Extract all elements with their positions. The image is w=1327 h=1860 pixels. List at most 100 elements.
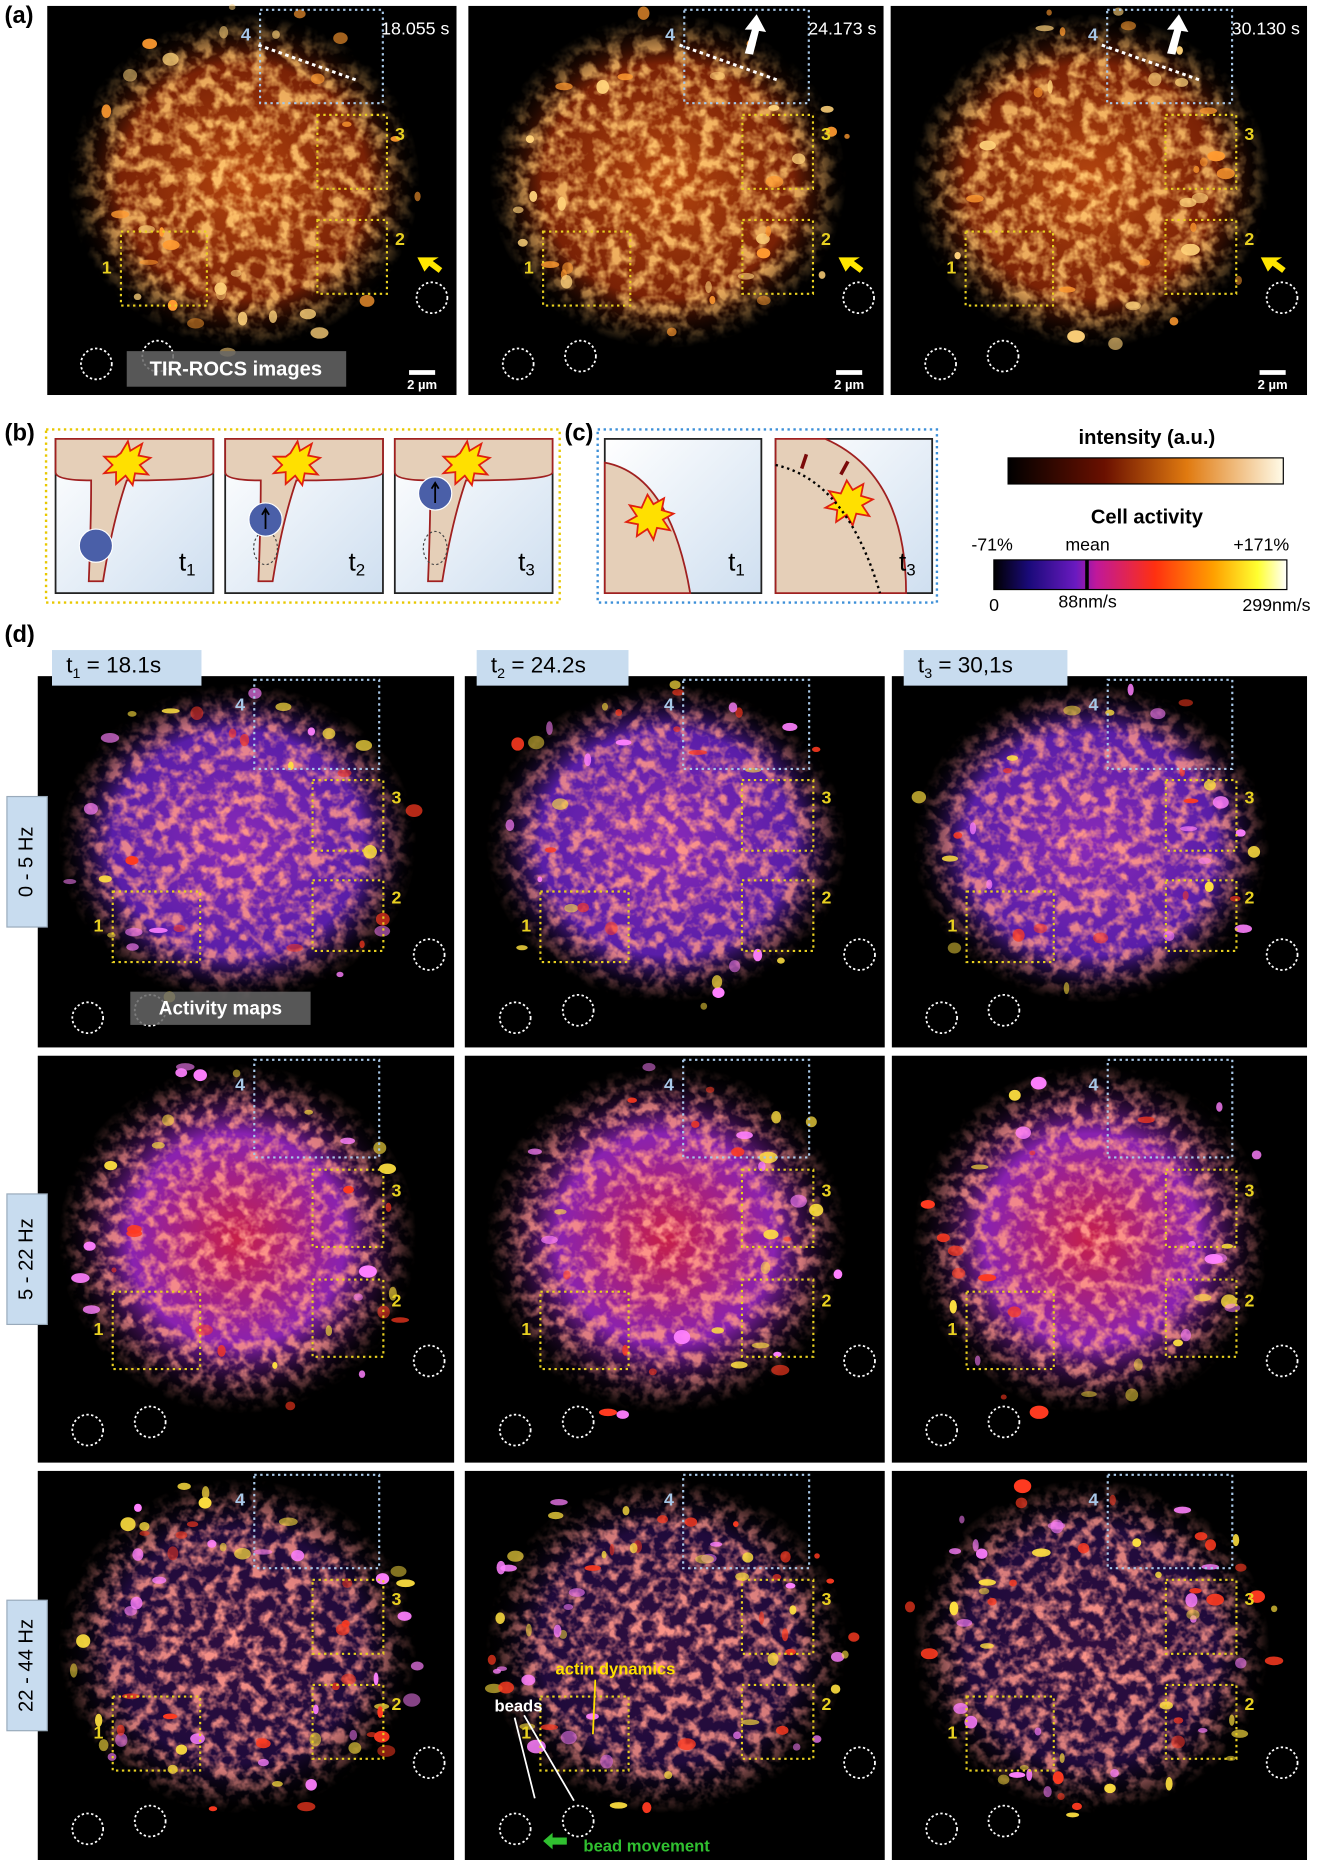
bright-spot xyxy=(310,327,328,338)
bright-spot xyxy=(1013,929,1025,942)
bright-spot xyxy=(563,1270,570,1279)
bright-spot xyxy=(674,1330,691,1344)
cell-texture xyxy=(59,684,417,1003)
bright-spot xyxy=(1108,338,1122,350)
bright-spot xyxy=(561,1731,577,1744)
bright-spot xyxy=(498,1682,514,1694)
bright-spot xyxy=(1072,1803,1082,1810)
bright-spot xyxy=(1174,1507,1191,1514)
bright-spot xyxy=(162,708,180,713)
bright-spot xyxy=(104,1161,117,1170)
region-label: 2 xyxy=(1245,1694,1255,1714)
bright-spot xyxy=(937,1233,950,1242)
bright-spot xyxy=(376,1573,389,1584)
panel-label: (b) xyxy=(5,420,35,446)
bright-spot xyxy=(1200,107,1217,114)
bright-spot xyxy=(526,1624,532,1637)
bright-spot xyxy=(258,1759,269,1766)
bright-spot xyxy=(396,1579,415,1587)
bright-spot xyxy=(191,706,204,720)
bright-spot xyxy=(134,1504,142,1512)
bright-spot xyxy=(207,1540,216,1548)
bright-spot xyxy=(1185,1593,1197,1607)
bright-spot xyxy=(374,1672,379,1685)
bright-spot xyxy=(356,740,372,751)
timestamp: 24.173 s xyxy=(808,18,876,38)
region-label: 1 xyxy=(94,1319,104,1339)
bright-spot xyxy=(616,1410,628,1419)
bright-spot xyxy=(792,153,805,164)
bright-spot xyxy=(1179,699,1193,706)
bright-spot xyxy=(809,1204,823,1217)
region-label: 4 xyxy=(1089,1075,1099,1095)
bright-spot xyxy=(819,271,826,279)
bright-spot xyxy=(622,1345,628,1356)
step-sub: 1 xyxy=(735,561,744,580)
bright-spot xyxy=(359,1370,365,1378)
bright-spot xyxy=(1057,1793,1064,1800)
bright-spot xyxy=(912,791,926,803)
bright-spot xyxy=(139,260,158,265)
region-label: 4 xyxy=(235,695,245,715)
region-label: 3 xyxy=(1245,787,1255,807)
bright-spot xyxy=(1006,755,1018,761)
bright-spot xyxy=(359,1265,377,1277)
bright-spot xyxy=(506,819,515,831)
bright-spot xyxy=(1016,1126,1031,1139)
bright-spot xyxy=(1059,287,1076,293)
region-label: 2 xyxy=(821,229,831,249)
bright-spot xyxy=(1233,1534,1240,1546)
bright-spot xyxy=(555,83,572,91)
bright-spot xyxy=(761,1262,771,1274)
bright-spot xyxy=(379,1164,396,1175)
bright-spot xyxy=(162,1115,174,1126)
region-label: 1 xyxy=(521,915,531,935)
cell-texture xyxy=(913,1064,1270,1414)
bright-spot xyxy=(1139,259,1150,266)
bright-spot xyxy=(162,53,178,66)
bright-spot xyxy=(403,1693,420,1706)
bright-spot xyxy=(285,1401,295,1410)
bright-spot xyxy=(1128,684,1134,696)
bright-spot xyxy=(1188,1241,1196,1248)
bright-spot xyxy=(187,1521,198,1527)
bright-spot xyxy=(196,1324,213,1335)
region-label: 1 xyxy=(524,257,534,277)
bright-spot xyxy=(217,1345,225,1357)
bright-spot xyxy=(738,273,754,280)
bright-spot xyxy=(76,1634,90,1648)
bright-spot xyxy=(359,940,364,948)
bright-spot xyxy=(776,1726,788,1735)
bright-spot xyxy=(1125,301,1141,310)
bright-spot xyxy=(1198,858,1211,864)
row-label: 5 - 22 Hz xyxy=(15,1218,37,1300)
bright-spot xyxy=(1030,1406,1049,1419)
bright-spot xyxy=(1180,826,1197,831)
bright-spot xyxy=(101,104,111,118)
bright-spot xyxy=(300,309,316,320)
bright-spot xyxy=(678,1738,696,1750)
bright-spot xyxy=(979,141,996,151)
bright-spot xyxy=(1048,1522,1065,1530)
bright-spot xyxy=(554,1625,562,1638)
bright-spot xyxy=(691,1121,699,1128)
bright-spot xyxy=(814,1553,820,1558)
bright-spot xyxy=(786,1583,796,1589)
region-label: 3 xyxy=(1245,1180,1255,1200)
bright-spot xyxy=(414,192,420,202)
bright-spot xyxy=(1066,1812,1079,1817)
bright-spot xyxy=(168,1765,178,1774)
bright-spot xyxy=(577,903,589,913)
bright-spot xyxy=(338,769,352,777)
bright-spot xyxy=(326,1325,333,1336)
row-label: 0 - 5 Hz xyxy=(15,827,37,898)
header-sub: 1 xyxy=(73,666,81,682)
bright-spot xyxy=(685,1517,697,1526)
bright-spot xyxy=(602,1551,607,1559)
bright-spot xyxy=(167,1546,178,1560)
bright-spot xyxy=(599,1409,617,1416)
bright-spot xyxy=(1181,244,1200,256)
bright-spot xyxy=(949,1601,958,1615)
page: {"panel_a": {"label": "(a)", "times": ["… xyxy=(0,0,1327,1860)
bright-spot xyxy=(842,1651,849,1659)
